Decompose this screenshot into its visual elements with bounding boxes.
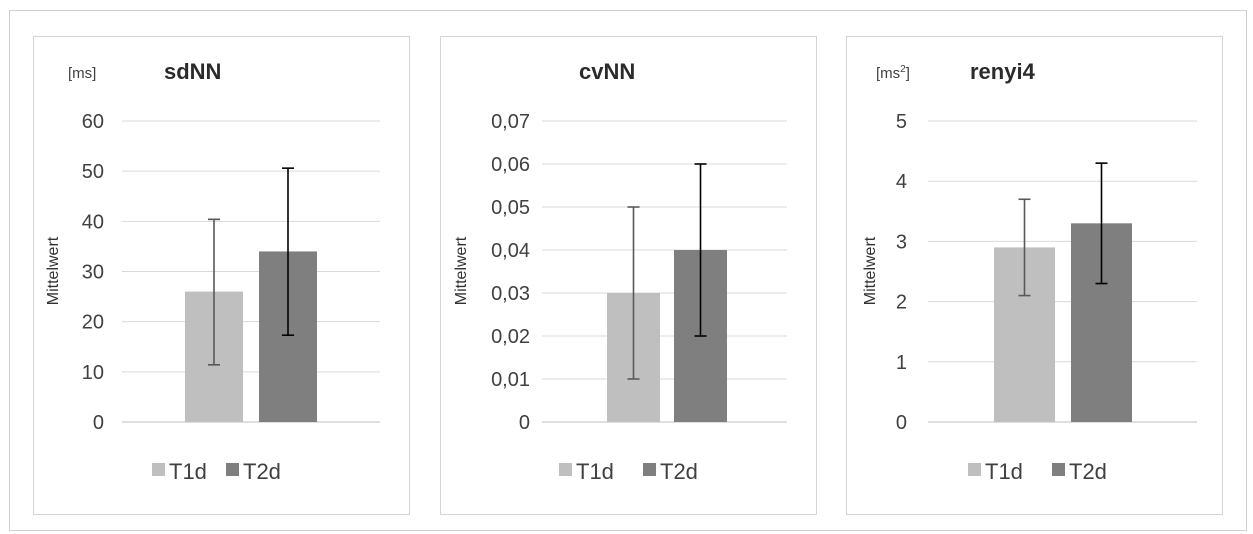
y-tick-label: 10 [82,362,104,384]
y-tick-labels: 0 0,01 0,02 0,03 0,04 0,05 0,06 0,07 [491,111,530,434]
unit-label: [ms] [68,65,96,82]
legend-label-t1d: T1d [985,459,1023,484]
legend-swatch-t2d [1052,463,1065,476]
y-tick-labels: 0 10 20 30 40 50 60 [82,111,104,434]
unit-label: [ms2] [876,64,910,82]
error-bar-t1d [1018,198,1031,297]
y-tick-label: 0 [896,412,907,434]
y-axis-label: Mittelwert [45,236,62,305]
y-tick-label: 40 [82,211,104,233]
y-axis-label: Mittelwert [862,236,879,305]
legend-label-t1d: T1d [576,459,614,484]
y-tick-label: 0,01 [491,369,530,391]
chart-title: cvNN [579,59,635,84]
y-axis-label: Mittelwert [453,236,470,305]
y-tick-label: 0,04 [491,240,530,262]
y-tick-label: 4 [896,171,907,193]
legend: T1d T2d [152,459,281,484]
error-bars [208,167,294,366]
unit-label-end: ] [906,65,910,82]
panel-frame [440,36,817,515]
legend-swatch-t2d [643,463,656,476]
legend-label-t2d: T2d [243,459,281,484]
figure-frame [9,10,1247,531]
y-tick-label: 0,03 [491,283,530,305]
error-bar-t2d [694,163,707,337]
panel-frame [33,36,410,515]
legend: T1d T2d [559,459,698,484]
y-tick-label: 60 [82,111,104,133]
legend: T1d T2d [968,459,1107,484]
legend-label-t1d: T1d [169,459,207,484]
legend-swatch-t1d [152,463,165,476]
y-tick-label: 1 [896,352,907,374]
error-bar-t1d [208,218,220,366]
chart-title: sdNN [164,59,221,84]
chart-title: renyi4 [970,59,1036,84]
error-bar-t2d [1095,162,1108,285]
legend-label-t2d: T2d [1069,459,1107,484]
y-tick-label: 0 [519,412,530,434]
y-tick-label: 0 [93,412,104,434]
chart-panel-sdnn: [ms] sdNN Mittelwert 0 10 20 30 40 50 60 T1d T2… [33,36,410,515]
legend-swatch-t1d [559,463,572,476]
unit-label-base: [ms [876,65,900,82]
legend-swatch-t1d [968,463,981,476]
y-tick-label: 5 [896,111,907,133]
error-bars [627,163,707,380]
y-tick-label: 20 [82,312,104,334]
error-bars [1018,162,1108,297]
gridlines [122,120,380,423]
y-tick-label: 0,06 [491,154,530,176]
unit-label-sup: 2 [900,64,906,75]
y-tick-label: 0,02 [491,326,530,348]
y-tick-label: 30 [82,262,104,284]
gridlines [542,120,787,423]
bars [994,223,1132,422]
legend-label-t2d: T2d [660,459,698,484]
y-tick-label: 2 [896,292,907,314]
legend-swatch-t2d [226,463,239,476]
y-tick-label: 50 [82,161,104,183]
y-tick-label: 0,05 [491,197,530,219]
gridlines [928,120,1197,423]
error-bar-t2d [282,167,294,337]
y-tick-label: 3 [896,231,907,253]
y-tick-labels: 0 1 2 3 4 5 [896,111,907,434]
y-tick-label: 0,07 [491,111,530,133]
error-bar-t1d [627,206,640,380]
chart-panel-cvnn: cvNN Mittelwert 0 0,01 0,02 0,03 0,04 0,05 0,0… [440,36,817,515]
